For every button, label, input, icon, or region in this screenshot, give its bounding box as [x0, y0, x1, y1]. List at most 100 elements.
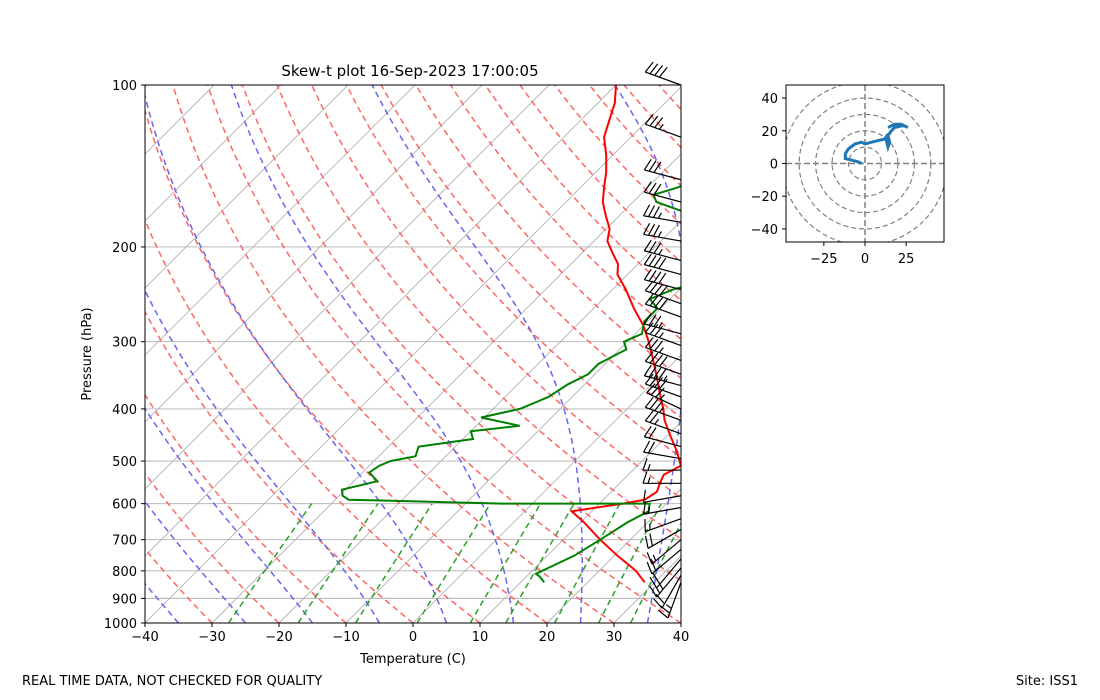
isotherm — [211, 153, 681, 623]
x-tick-label: −10 — [332, 630, 359, 645]
wind-barb-full-flag — [644, 351, 654, 362]
isotherm — [145, 85, 617, 557]
wind-barb-full-flag — [644, 61, 654, 73]
wind-barb-full-flag — [644, 280, 654, 292]
wind-barb-half-flag — [654, 418, 660, 425]
hodograph-y-tick-label: 20 — [761, 125, 778, 140]
wind-barb-full-flag — [643, 313, 652, 325]
hodograph-y-tick-label: −20 — [751, 190, 778, 205]
y-axis-ticks: 100 200 300 400 500 600 700 800 900 1000 — [104, 79, 145, 632]
wind-barb — [644, 373, 682, 398]
moist-adiabat — [145, 500, 247, 623]
isotherm — [145, 85, 282, 222]
isotherm — [145, 86, 681, 623]
wind-barbs — [642, 61, 682, 619]
wind-barb-full-flag — [654, 400, 664, 412]
wind-barb-half-flag — [658, 407, 664, 413]
hodograph-x-tick-label: 25 — [898, 252, 915, 267]
wind-barb-full-flag — [644, 373, 654, 385]
dry-adiabat — [145, 393, 347, 623]
wind-barb-staff — [656, 567, 682, 598]
wind-barb — [642, 471, 681, 484]
wind-barb-full-flag — [648, 366, 657, 378]
mixing-ratio-line — [630, 521, 681, 623]
wind-barb-full-flag — [653, 367, 662, 379]
wind-barb-full-flag — [652, 582, 661, 594]
wind-barb-staff — [645, 71, 682, 86]
moist-adiabat — [145, 288, 381, 623]
wind-barb-full-flag — [644, 397, 654, 408]
wind-barb-half-flag — [652, 554, 657, 562]
wind-barb-full-flag — [658, 356, 668, 367]
hodograph-plot-area — [786, 85, 944, 242]
dry-adiabat — [694, 85, 1100, 623]
wind-barb-full-flag — [654, 297, 664, 308]
wind-barb-full-flag — [649, 323, 659, 335]
wind-barb-full-flag — [648, 314, 657, 326]
wind-barb-full-flag — [648, 270, 657, 282]
wind-barb — [644, 397, 682, 421]
wind-barb-full-flag — [653, 242, 662, 254]
mixing-ratio-line — [354, 503, 433, 623]
dry-adiabat — [172, 85, 615, 623]
mixing-ratio-line — [416, 503, 492, 623]
dry-adiabat — [449, 85, 681, 341]
wind-barb-full-flag — [653, 271, 662, 283]
wind-barb-full-flag — [643, 364, 652, 377]
y-tick-label: 400 — [112, 403, 137, 418]
wind-barb — [644, 61, 682, 86]
wind-barb-full-flag — [649, 63, 659, 75]
wind-barb-staff — [644, 191, 682, 203]
mixing-ratio-line — [297, 503, 379, 623]
wind-barb — [644, 337, 682, 361]
wind-barb-staff — [647, 528, 682, 549]
wind-barb-full-flag — [658, 368, 667, 380]
y-tick-label: 500 — [112, 455, 137, 470]
wind-barb-full-flag — [658, 298, 668, 310]
wind-barb-full-flag — [654, 325, 664, 337]
wind-barb-half-flag — [658, 249, 663, 255]
x-tick-label: 20 — [539, 630, 556, 645]
isotherm — [145, 85, 416, 356]
wind-barb-full-flag — [648, 427, 657, 439]
wind-barb-full-flag — [658, 285, 668, 297]
y-tick-label: 600 — [112, 498, 137, 513]
wind-barb-full-flag — [648, 160, 657, 172]
wind-barb-full-flag — [648, 241, 657, 253]
wind-barb-full-flag — [644, 322, 654, 333]
wind-barb-half-flag — [647, 477, 651, 484]
wind-barb-half-flag — [658, 322, 663, 329]
wind-barb — [644, 351, 682, 375]
isobar-gridlines — [145, 85, 681, 623]
isotherm — [145, 85, 550, 490]
wind-barb-full-flag — [643, 268, 652, 281]
wind-barb-full-flag — [649, 115, 659, 127]
wind-barb — [646, 549, 682, 575]
isotherm — [613, 555, 681, 623]
wind-barb — [643, 239, 682, 262]
wind-barb-full-flag — [654, 117, 664, 128]
wind-barb-full-flag — [646, 383, 656, 394]
isotherm — [479, 421, 681, 623]
wind-barb-full-flag — [658, 378, 668, 390]
wind-barb-full-flag — [650, 385, 661, 396]
wind-barb-half-flag — [658, 347, 664, 353]
wind-barb — [644, 410, 682, 435]
wind-barb-staff — [644, 264, 682, 276]
wind-barb-half-flag — [659, 394, 665, 400]
y-tick-label: 800 — [112, 565, 137, 580]
wind-barb-half-flag — [658, 123, 664, 130]
wind-barb — [657, 582, 682, 619]
dry-adiabat — [206, 85, 681, 623]
dry-adiabat — [145, 547, 213, 623]
dry-adiabat — [588, 85, 681, 187]
wind-barb-full-flag — [654, 340, 664, 352]
wind-barb-full-flag — [643, 204, 651, 217]
wind-barb-full-flag — [654, 377, 664, 388]
wind-barb-full-flag — [655, 593, 665, 605]
wind-barb — [644, 528, 682, 549]
wind-barb-full-flag — [646, 561, 653, 575]
wind-barb-full-flag — [649, 585, 658, 598]
wind-barb-half-flag — [666, 604, 672, 610]
